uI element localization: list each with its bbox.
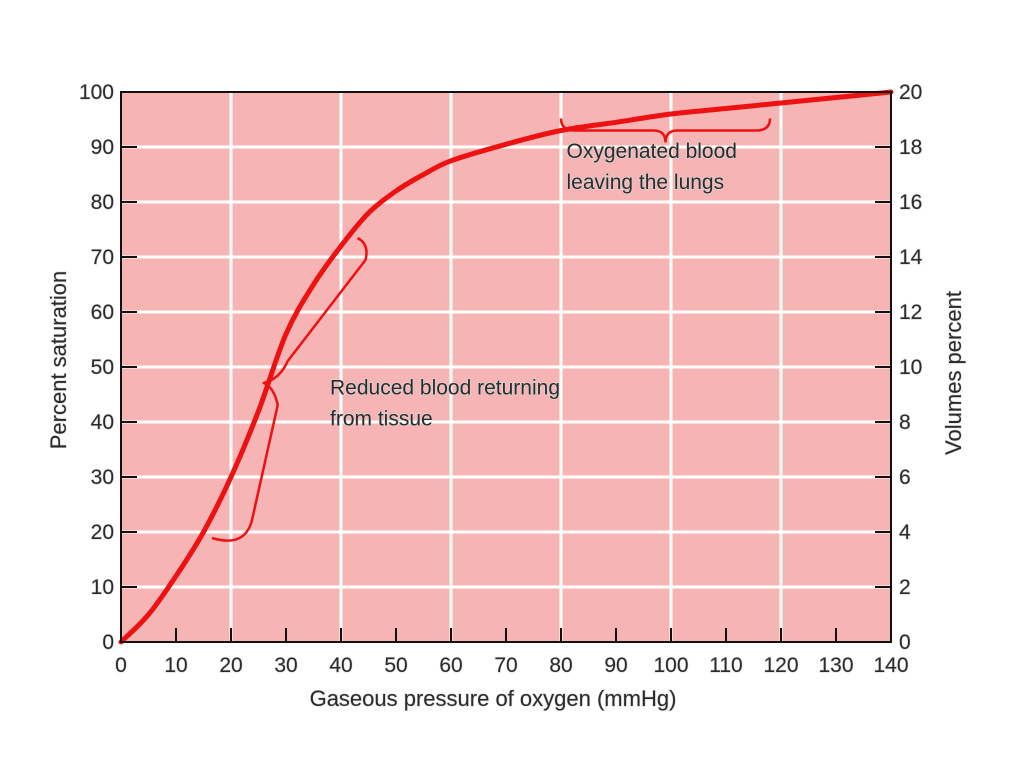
- x-tick-label: 20: [219, 654, 242, 677]
- y-tick-label: 100: [79, 81, 114, 104]
- x-tick-label: 30: [274, 654, 297, 677]
- y2-tick-label: 4: [899, 521, 911, 544]
- y2-tick-label: 8: [899, 411, 911, 434]
- y2-tick-label: 14: [899, 246, 923, 269]
- x-tick-label: 130: [818, 654, 853, 677]
- x-tick-label: 120: [763, 654, 798, 677]
- y-tick-label: 40: [91, 411, 114, 434]
- y2-tick-label: 10: [899, 356, 922, 379]
- y-tick-label: 50: [91, 356, 114, 379]
- tick-labels: 0 10 20 30 40 50 60 70 80 90 100 110 120 130 140010203…: [78, 80, 923, 677]
- y-tick-label: 60: [91, 301, 114, 324]
- y2-tick-label: 2: [899, 576, 911, 599]
- annotation-label: from tissue: [330, 408, 433, 431]
- y-tick-label: 80: [91, 191, 114, 214]
- y-axis-title: Percent saturation: [46, 271, 71, 450]
- y-tick-label: 10: [91, 576, 114, 599]
- y2-axis-title: Volumes percent: [941, 291, 966, 455]
- y-tick-label: 0: [102, 631, 114, 654]
- annotations: Oxygenated blood leaving the lungs Reduced…: [211, 118, 772, 542]
- y2-tick-label: 16: [899, 191, 922, 214]
- y-tick-label: 90: [91, 136, 114, 159]
- y-tick-label: 20: [91, 521, 114, 544]
- annotation-label: leaving the lungs: [567, 171, 725, 194]
- x-tick-label: 100: [653, 654, 688, 677]
- saturation-curve: [118, 89, 894, 645]
- y2-tick-label: 6: [899, 466, 911, 489]
- x-axis-title: Gaseous pressure of oxygen (mmHg): [310, 686, 677, 711]
- x-tick-label: 110: [709, 654, 742, 677]
- x-tick-label: 0: [115, 654, 127, 677]
- axis-ticks: [120, 91, 892, 643]
- x-tick-label: 60: [439, 654, 462, 677]
- x-tick-label: 90: [604, 654, 627, 677]
- x-tick-label: 70: [494, 654, 517, 677]
- y2-tick-label: 12: [899, 301, 922, 324]
- annotation-bracket-reduced: [211, 236, 368, 542]
- y-tick-label: 30: [91, 466, 114, 489]
- x-tick-label: 50: [384, 654, 407, 677]
- y2-tick-label: 20: [899, 81, 922, 104]
- x-tick-label: 40: [329, 654, 352, 677]
- y-tick-label: 70: [91, 246, 114, 269]
- x-tick-label: 140: [873, 654, 908, 677]
- x-tick-label: 10: [164, 654, 187, 677]
- y2-tick-label: 0: [899, 631, 911, 654]
- annotation-bracket-oxygenated: [559, 118, 772, 143]
- curve-layer: [118, 89, 894, 645]
- x-tick-label: 80: [549, 654, 572, 677]
- annotation-label: Reduced blood returning: [330, 377, 560, 400]
- grid-lines: [121, 92, 891, 642]
- annotation-label: Oxygenated blood: [567, 140, 737, 163]
- y2-tick-label: 18: [899, 136, 922, 159]
